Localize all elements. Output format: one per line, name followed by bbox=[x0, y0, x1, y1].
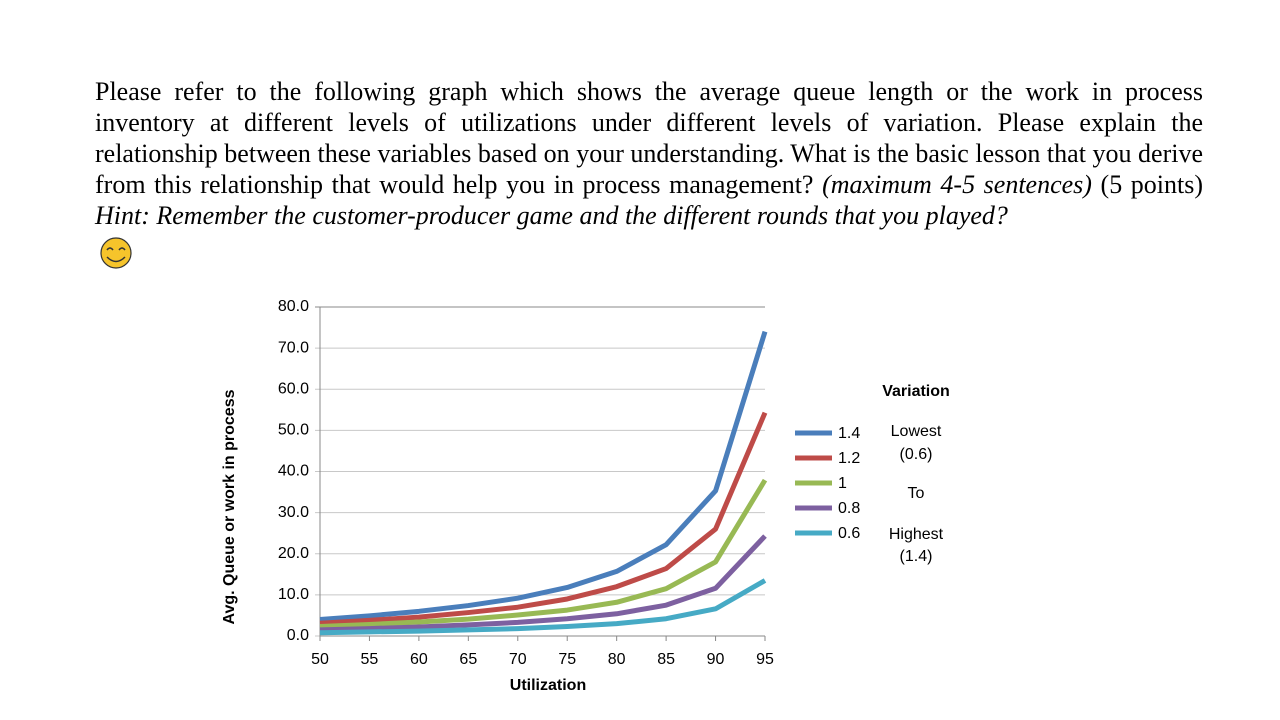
y-tick-label: 20.0 bbox=[278, 545, 309, 562]
annotation: (1.4) bbox=[900, 548, 933, 565]
legend-label: 0.6 bbox=[838, 525, 860, 542]
x-tick-label: 50 bbox=[311, 651, 329, 668]
y-tick-label: 10.0 bbox=[278, 586, 309, 603]
hint: Hint: Remember the customer-producer gam… bbox=[95, 201, 1008, 230]
legend-label: 1 bbox=[838, 475, 847, 492]
x-tick-label: 85 bbox=[657, 651, 675, 668]
y-tick-label: 50.0 bbox=[278, 422, 309, 439]
x-tick-label: 80 bbox=[608, 651, 626, 668]
x-tick-label: 70 bbox=[509, 651, 527, 668]
series-line bbox=[319, 330, 768, 623]
x-tick-label: 95 bbox=[756, 651, 774, 668]
question: Please refer to the following graph whic… bbox=[95, 76, 1203, 231]
x-tick-label: 55 bbox=[361, 651, 379, 668]
points: (5 points) bbox=[1100, 170, 1204, 199]
annotation: Lowest bbox=[891, 423, 942, 440]
annotation: Highest bbox=[889, 526, 944, 543]
y-tick-label: 40.0 bbox=[278, 463, 309, 480]
legend-label: 1.2 bbox=[838, 450, 860, 467]
instruction: (maximum 4-5 sentences) bbox=[822, 170, 1092, 199]
x-tick-label: 75 bbox=[558, 651, 576, 668]
series-line bbox=[319, 534, 767, 633]
y-tick-label: 80.0 bbox=[278, 298, 309, 315]
x-tick-label: 60 bbox=[410, 651, 428, 668]
x-tick-label: 65 bbox=[459, 651, 477, 668]
series-line bbox=[319, 411, 768, 626]
y-tick-label: 0.0 bbox=[287, 627, 309, 644]
legend-title: Variation bbox=[882, 383, 950, 400]
series-line bbox=[319, 478, 768, 630]
annotation: To bbox=[908, 485, 925, 502]
y-tick-label: 30.0 bbox=[278, 504, 309, 521]
x-axis-label: Utilization bbox=[510, 677, 586, 694]
annotation: (0.6) bbox=[900, 446, 933, 463]
y-tick-label: 70.0 bbox=[278, 339, 309, 356]
question-text: Please refer to the following graph whic… bbox=[95, 77, 1203, 199]
legend-label: 0.8 bbox=[838, 500, 860, 517]
y-tick-label: 60.0 bbox=[278, 380, 309, 397]
x-tick-label: 90 bbox=[707, 651, 725, 668]
legend-label: 1.4 bbox=[838, 425, 860, 442]
smiley-icon bbox=[100, 237, 132, 269]
series-line bbox=[319, 578, 767, 636]
y-axis-label: Avg. Queue or work in process bbox=[221, 389, 238, 624]
